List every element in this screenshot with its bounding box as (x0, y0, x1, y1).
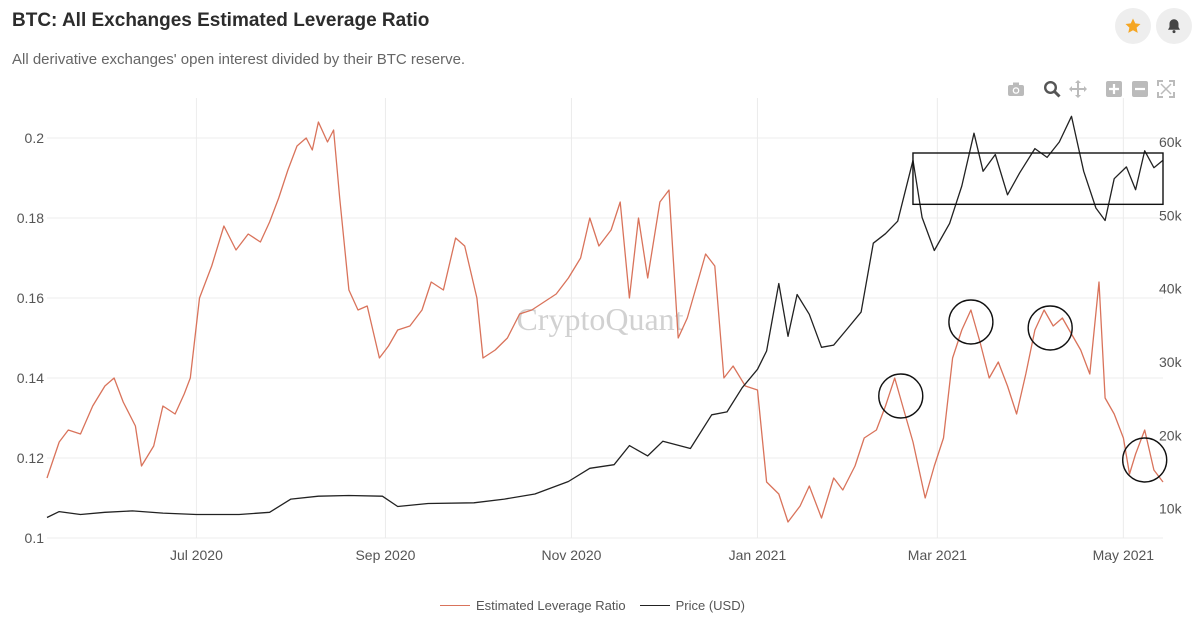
x-tick-label: Nov 2020 (541, 547, 601, 563)
legend-label-price: Price (USD) (675, 598, 745, 613)
zoom-in-icon[interactable] (1104, 79, 1124, 99)
zoom-out-icon[interactable] (1130, 79, 1150, 99)
favorite-button[interactable] (1115, 8, 1151, 44)
chart-legend: Estimated Leverage Ratio Price (USD) (440, 598, 759, 613)
page-title: BTC: All Exchanges Estimated Leverage Ra… (12, 10, 430, 31)
notification-button[interactable] (1156, 8, 1192, 44)
y-left-tick-label: 0.12 (17, 450, 44, 466)
axes: 0.1 0.12 0.14 0.16 0.18 0.2 10k 20k 30k 40k 50k 60k… (17, 130, 1183, 563)
x-tick-label: Jan 2021 (729, 547, 787, 563)
legend-item-leverage[interactable]: Estimated Leverage Ratio (440, 598, 626, 613)
bell-icon (1168, 19, 1180, 34)
legend-item-price[interactable]: Price (USD) (639, 598, 745, 613)
pan-icon[interactable] (1068, 79, 1088, 99)
x-tick-label: May 2021 (1093, 547, 1155, 563)
legend-swatch-leverage (440, 605, 470, 606)
y-left-tick-label: 0.16 (17, 290, 44, 306)
autoscale-icon[interactable] (1156, 79, 1176, 99)
star-icon (1125, 18, 1141, 33)
annotation-circle (948, 299, 994, 345)
annotation-circle (1027, 305, 1073, 351)
y-left-tick-label: 0.1 (25, 530, 45, 546)
page-subtitle: All derivative exchanges' open interest … (12, 51, 466, 68)
watermark: CryptoQuant (516, 301, 683, 337)
legend-label-leverage: Estimated Leverage Ratio (476, 598, 626, 613)
y-left-tick-label: 0.18 (17, 210, 44, 226)
price-line (46, 115, 1164, 519)
annotations (878, 152, 1168, 483)
y-right-tick-label: 20k (1159, 427, 1183, 443)
y-right-tick-label: 40k (1159, 281, 1183, 297)
series-lines (46, 115, 1164, 523)
zoom-icon[interactable] (1042, 79, 1062, 99)
y-left-tick-label: 0.14 (17, 370, 44, 386)
y-left-tick-label: 0.2 (25, 130, 45, 146)
y-right-tick-label: 60k (1159, 134, 1183, 150)
annotation-circle (878, 373, 924, 419)
y-right-tick-label: 10k (1159, 501, 1183, 517)
x-tick-label: Mar 2021 (908, 547, 967, 563)
legend-swatch-price (639, 605, 670, 606)
x-tick-label: Sep 2020 (355, 547, 415, 563)
y-right-tick-label: 50k (1159, 207, 1183, 223)
y-right-tick-label: 30k (1159, 354, 1183, 370)
annotation-box (912, 152, 1164, 206)
annotation-circle (1122, 437, 1168, 483)
leverage-ratio-line (46, 121, 1164, 523)
x-tick-label: Jul 2020 (170, 547, 223, 563)
camera-icon[interactable] (1006, 79, 1026, 99)
